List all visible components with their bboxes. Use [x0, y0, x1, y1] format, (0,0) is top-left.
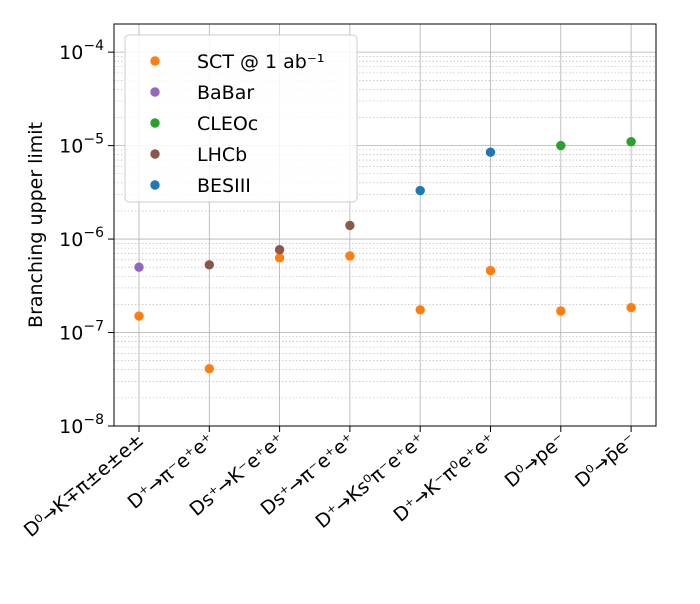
data-point — [134, 262, 144, 272]
legend-label: BESIII — [197, 175, 251, 197]
data-point — [485, 265, 496, 276]
x-tick-label: D⁰→pe⁻ — [501, 429, 570, 492]
legend-box — [124, 34, 358, 203]
legend-marker — [150, 118, 160, 128]
data-point — [134, 311, 144, 321]
legend-marker — [150, 180, 160, 190]
legend-marker — [150, 56, 160, 66]
x-axis: D⁰→K∓π±e±e±D⁺→π⁻e⁺e⁺Ds⁺→K⁻e⁺e⁺Ds⁺→π⁻e⁺e⁺… — [20, 426, 640, 542]
y-tick-label: 10−8 — [59, 412, 104, 438]
legend-label: SCT @ 1 ab⁻¹ — [197, 51, 325, 73]
y-tick-label: 10−5 — [59, 132, 104, 158]
x-tick-label: D⁰→K∓π±e±e± — [20, 429, 148, 542]
data-point — [274, 244, 285, 255]
data-points — [134, 137, 636, 374]
data-point — [415, 305, 425, 315]
legend-label: CLEOc — [197, 113, 258, 135]
data-point — [204, 364, 214, 374]
grid — [114, 23, 656, 427]
data-point — [345, 251, 355, 261]
y-tick-label: 10−7 — [59, 319, 104, 345]
data-point — [626, 302, 636, 313]
data-point — [485, 147, 496, 157]
data-point — [626, 137, 636, 147]
data-point — [556, 306, 566, 316]
data-point — [345, 220, 355, 231]
y-tick-label: 10−4 — [59, 38, 104, 64]
legend-label: LHCb — [197, 144, 247, 166]
legend-marker — [150, 87, 160, 97]
legend-marker — [150, 149, 160, 159]
y-axis: 10−8 10−7 10−6 10−5 10−4 — [59, 38, 114, 438]
data-point — [204, 260, 214, 270]
plot-frame — [113, 23, 657, 427]
legend-label: BaBar — [197, 82, 254, 104]
data-point — [274, 253, 285, 263]
y-axis-label: Branching upper limit — [25, 122, 47, 328]
x-tick-label: D⁰→p̄e⁻ — [571, 429, 640, 492]
data-point — [556, 140, 566, 151]
legend: SCT @ 1 ab⁻¹ BaBar CLEOc LHCb BESIII — [124, 34, 358, 203]
data-point — [415, 185, 425, 196]
y-tick-label: 10−6 — [59, 225, 104, 251]
